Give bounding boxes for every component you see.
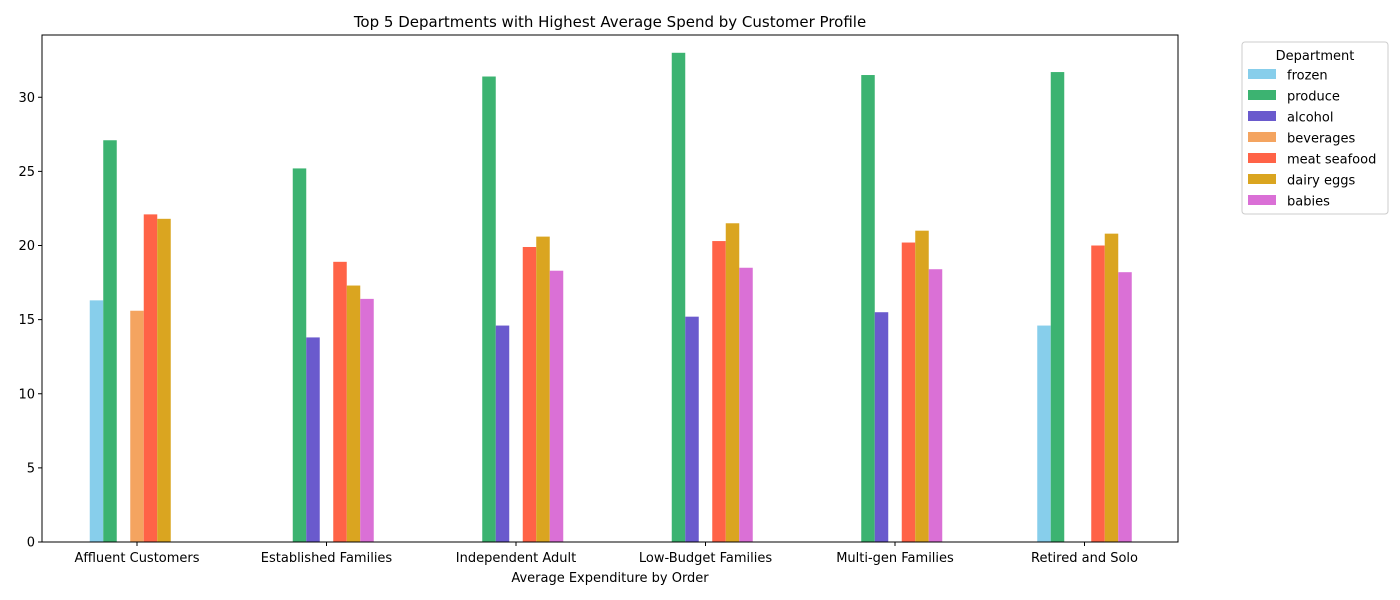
y-tick-label: 30 (18, 91, 35, 106)
bar-produce-4 (861, 75, 875, 542)
x-tick-label: Retired and Solo (1031, 551, 1138, 566)
bars-group (89, 52, 1132, 543)
legend-label-alcohol: alcohol (1287, 111, 1333, 126)
bar-babies-5 (1118, 272, 1132, 542)
bar-alcohol-3 (685, 316, 699, 542)
bar-alcohol-4 (874, 312, 889, 542)
bar-produce-5 (1050, 72, 1065, 542)
y-tick-label: 20 (18, 239, 35, 254)
plot-frame (41, 34, 1179, 543)
bar-babies-4 (928, 269, 943, 542)
legend-label-meat-seafood: meat seafood (1287, 153, 1376, 168)
bar-meat-seafood-3 (712, 241, 726, 542)
legend-title: Department (1276, 49, 1355, 64)
bar-dairy-eggs-3 (725, 223, 740, 542)
bar-beverages-0 (130, 310, 144, 542)
legend-label-frozen: frozen (1287, 69, 1328, 84)
bar-meat-seafood-5 (1091, 245, 1105, 542)
x-axis-label: Average Expenditure by Order (511, 571, 709, 586)
x-tick-label: Multi-gen Families (836, 551, 954, 566)
bar-produce-0 (103, 140, 117, 542)
legend-swatch-dairy-eggs (1248, 174, 1276, 184)
y-tick-label: 15 (18, 313, 35, 328)
x-tick-label: Affluent Customers (74, 551, 199, 566)
y-tick-label: 0 (27, 536, 35, 551)
bar-meat-seafood-4 (901, 242, 916, 543)
x-tick-label: Established Families (261, 551, 393, 566)
legend: Department frozen produce alcohol beverages… (1241, 41, 1389, 215)
bar-frozen-0 (89, 300, 104, 542)
bar-alcohol-2 (495, 325, 510, 542)
bar-alcohol-1 (306, 337, 320, 542)
bar-dairy-eggs-0 (157, 218, 171, 542)
legend-swatch-produce (1248, 90, 1276, 100)
legend-swatch-babies (1248, 195, 1276, 205)
legend-items: frozen produce alcohol beverages meat seafoo… (1248, 69, 1376, 210)
bar-produce-2 (482, 76, 496, 542)
y-tick-label: 5 (27, 461, 35, 476)
y-tick-label: 25 (18, 165, 35, 180)
legend-swatch-alcohol (1248, 111, 1276, 121)
y-axis: 0 5 10 15 20 25 30 (18, 91, 42, 551)
bar-babies-1 (360, 298, 374, 542)
bar-babies-2 (549, 270, 564, 542)
bar-dairy-eggs-4 (915, 230, 929, 542)
legend-swatch-meat-seafood (1248, 153, 1276, 163)
bar-babies-3 (739, 267, 753, 542)
bar-produce-3 (671, 52, 686, 542)
bar-dairy-eggs-2 (536, 236, 550, 543)
chart-title: Top 5 Departments with Highest Average S… (353, 13, 866, 31)
bar-dairy-eggs-1 (346, 285, 361, 542)
y-tick-label: 10 (18, 387, 35, 402)
legend-label-babies: babies (1287, 195, 1330, 210)
bar-frozen-5 (1037, 325, 1051, 542)
legend-label-dairy-eggs: dairy eggs (1287, 174, 1356, 189)
bar-meat-seafood-0 (143, 214, 158, 542)
legend-label-beverages: beverages (1287, 132, 1356, 147)
legend-swatch-frozen (1248, 69, 1276, 79)
bar-meat-seafood-1 (333, 261, 347, 542)
bar-meat-seafood-2 (522, 246, 537, 543)
legend-frame (1241, 41, 1389, 215)
x-tick-label: Low-Budget Families (639, 551, 772, 566)
legend-label-produce: produce (1287, 90, 1340, 105)
legend-swatch-beverages (1248, 132, 1276, 142)
bar-dairy-eggs-5 (1104, 233, 1119, 542)
bar-produce-1 (292, 168, 307, 543)
x-tick-label: Independent Adult (456, 551, 576, 566)
x-axis: Affluent Customers Established Families In… (74, 542, 1138, 566)
